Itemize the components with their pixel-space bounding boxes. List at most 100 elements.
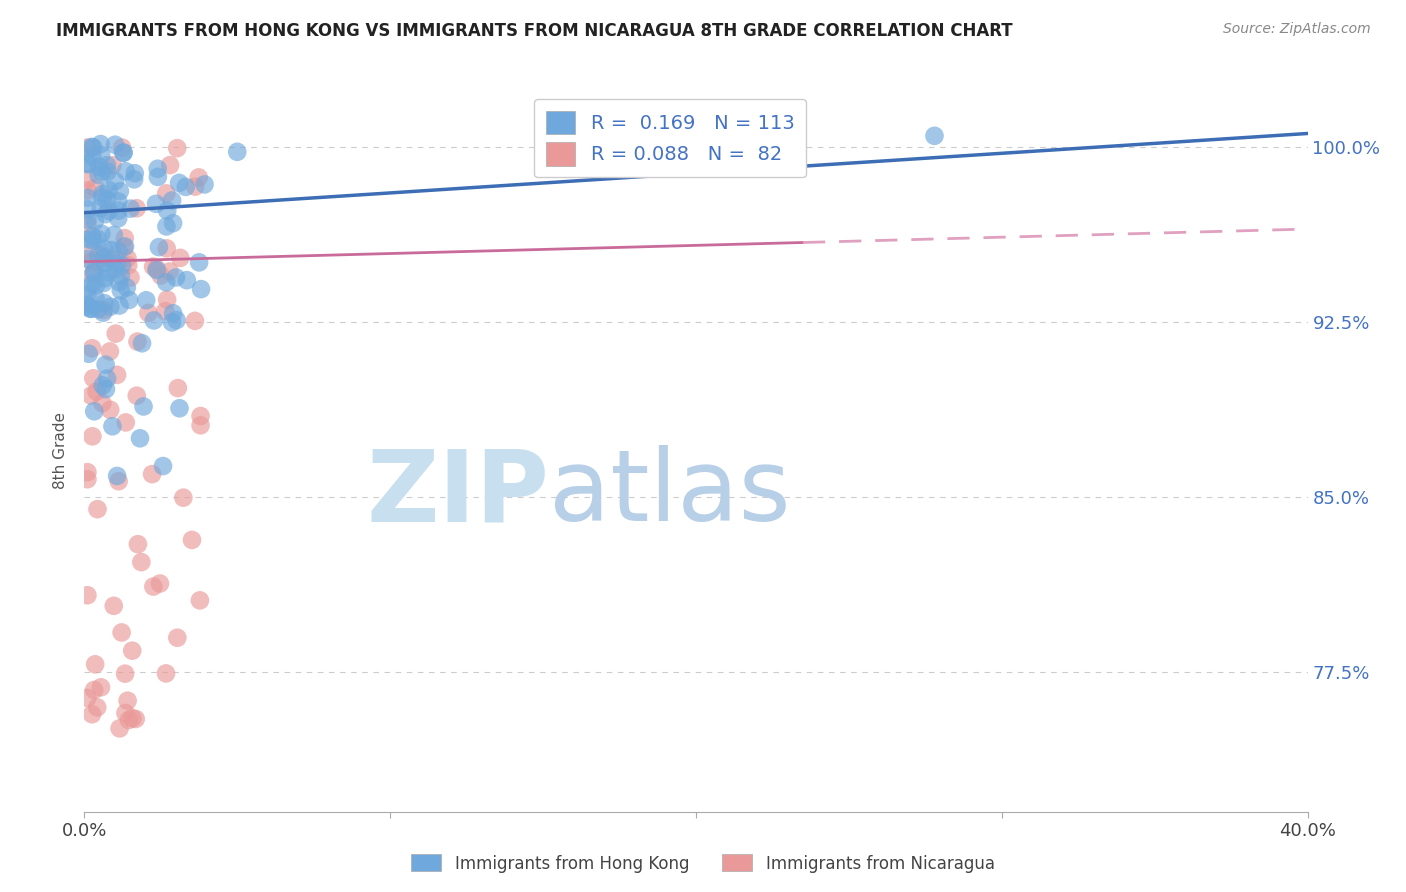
Point — [103, 227, 125, 242]
Point — [80, 140, 103, 154]
Point — [76, 288, 98, 302]
Point — [176, 273, 198, 287]
Point — [98, 402, 121, 417]
Point — [96, 371, 118, 385]
Legend: Immigrants from Hong Kong, Immigrants from Nicaragua: Immigrants from Hong Kong, Immigrants fr… — [405, 847, 1001, 880]
Point — [190, 418, 212, 433]
Point — [77, 232, 100, 246]
Point — [76, 300, 98, 314]
Point — [112, 240, 135, 254]
Point — [188, 593, 211, 607]
Point — [156, 203, 179, 218]
Point — [91, 164, 114, 178]
Point — [166, 631, 188, 645]
Point — [76, 191, 98, 205]
Point — [82, 429, 104, 443]
Point — [146, 263, 169, 277]
Point — [79, 301, 101, 316]
Point — [76, 157, 98, 171]
Point — [142, 260, 165, 274]
Point — [110, 268, 132, 283]
Point — [97, 204, 120, 219]
Point — [118, 293, 141, 307]
Point — [132, 400, 155, 414]
Point — [82, 277, 104, 291]
Point — [162, 306, 184, 320]
Point — [124, 166, 146, 180]
Point — [101, 158, 124, 172]
Point — [93, 296, 115, 310]
Point — [114, 239, 136, 253]
Point — [76, 465, 98, 479]
Point — [160, 194, 183, 208]
Point — [93, 271, 115, 285]
Point — [114, 231, 136, 245]
Point — [101, 419, 124, 434]
Text: IMMIGRANTS FROM HONG KONG VS IMMIGRANTS FROM NICARAGUA 8TH GRADE CORRELATION CHA: IMMIGRANTS FROM HONG KONG VS IMMIGRANTS … — [56, 22, 1012, 40]
Point — [112, 145, 135, 160]
Point — [100, 252, 122, 267]
Point — [155, 186, 177, 201]
Point — [184, 179, 207, 194]
Point — [110, 625, 132, 640]
Point — [91, 306, 114, 320]
Point — [90, 148, 112, 162]
Point — [107, 474, 129, 488]
Point — [103, 599, 125, 613]
Point — [159, 158, 181, 172]
Point — [142, 580, 165, 594]
Point — [82, 234, 104, 248]
Text: ZIP: ZIP — [367, 445, 550, 542]
Point — [184, 314, 207, 328]
Point — [165, 270, 187, 285]
Point — [104, 174, 127, 188]
Point — [131, 336, 153, 351]
Point — [86, 384, 108, 399]
Point — [98, 300, 121, 314]
Point — [82, 268, 104, 282]
Point — [83, 404, 105, 418]
Point — [138, 306, 160, 320]
Point — [76, 217, 98, 231]
Point — [80, 707, 103, 722]
Point — [188, 255, 211, 269]
Point — [159, 264, 181, 278]
Point — [122, 172, 145, 186]
Point — [167, 176, 190, 190]
Point — [107, 211, 129, 226]
Point — [84, 292, 107, 306]
Point — [148, 240, 170, 254]
Point — [83, 682, 105, 697]
Point — [155, 666, 177, 681]
Point — [107, 244, 129, 259]
Point — [94, 382, 117, 396]
Point — [127, 537, 149, 551]
Point — [86, 700, 108, 714]
Point — [129, 431, 152, 445]
Point — [146, 169, 169, 184]
Point — [96, 192, 118, 206]
Point — [91, 191, 114, 205]
Point — [120, 270, 142, 285]
Point — [125, 389, 148, 403]
Point — [142, 313, 165, 327]
Point — [108, 275, 131, 289]
Point — [96, 164, 118, 178]
Point — [112, 145, 135, 160]
Point — [93, 242, 115, 256]
Point — [141, 467, 163, 482]
Point — [105, 257, 128, 271]
Point — [125, 712, 148, 726]
Point — [193, 178, 215, 192]
Point — [76, 202, 98, 217]
Point — [121, 711, 143, 725]
Point — [91, 186, 114, 201]
Point — [83, 264, 105, 278]
Point — [83, 266, 105, 280]
Point — [190, 409, 212, 423]
Point — [120, 202, 142, 216]
Text: atlas: atlas — [550, 445, 790, 542]
Point — [149, 268, 172, 283]
Point — [172, 491, 194, 505]
Point — [226, 145, 249, 159]
